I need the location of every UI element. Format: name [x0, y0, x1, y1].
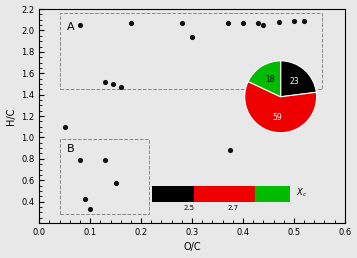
Point: [102, 158, 108, 162]
Point: [128, 21, 134, 25]
Y-axis label: H/C: H/C: [6, 107, 16, 125]
Point: [113, 181, 119, 186]
Text: A: A: [67, 22, 75, 32]
Point: [82, 197, 88, 201]
Point: [291, 19, 297, 23]
Point: [77, 158, 83, 162]
Point: [261, 23, 266, 27]
Point: [301, 19, 307, 23]
Point: [118, 85, 124, 89]
Point: [62, 125, 67, 129]
Text: B: B: [67, 144, 75, 154]
Point: [276, 20, 281, 24]
Text: 2.7: 2.7: [228, 205, 239, 211]
Bar: [60, 139, 149, 214]
Point: [77, 23, 83, 27]
Point: [102, 80, 108, 84]
X-axis label: O/C: O/C: [183, 243, 201, 252]
Point: [110, 82, 116, 86]
Point: [179, 21, 185, 25]
Text: 2.5: 2.5: [183, 205, 195, 211]
Point: [189, 35, 195, 39]
Point: [227, 148, 233, 152]
Point: [240, 21, 246, 25]
Point: [87, 207, 93, 211]
Point: [255, 21, 261, 25]
Bar: [60, 13, 322, 89]
Point: [225, 21, 231, 25]
Text: $X_c$: $X_c$: [296, 187, 307, 199]
